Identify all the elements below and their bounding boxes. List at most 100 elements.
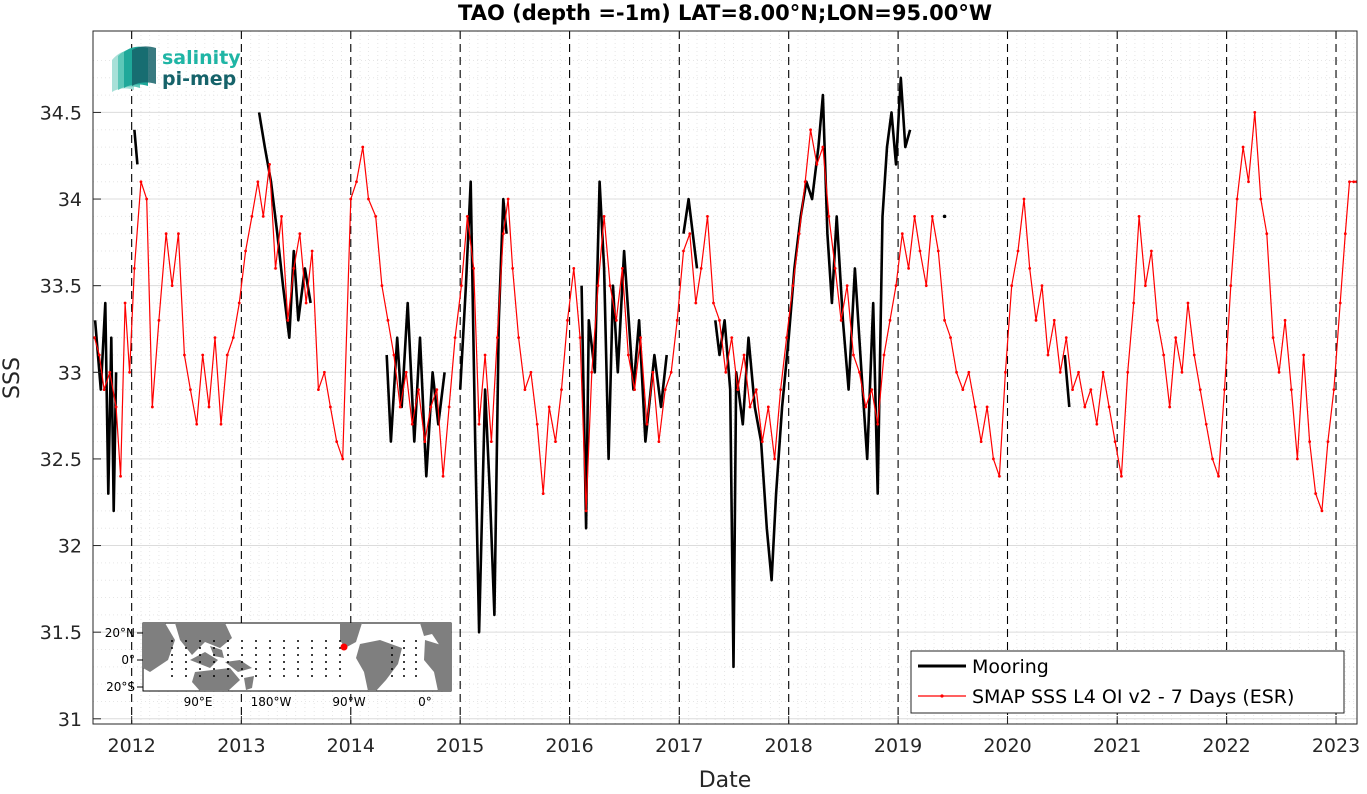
inset-map-buoy: [199, 640, 201, 642]
smap-point: [274, 266, 277, 270]
smap-point: [465, 214, 469, 218]
inset-map-buoy: [227, 675, 229, 677]
smap-point: [150, 405, 154, 409]
smap-point: [145, 197, 149, 201]
smap-point: [108, 370, 112, 374]
smap-point: [231, 336, 235, 340]
x-tick-label: 2022: [1202, 735, 1250, 757]
smap-point: [1077, 370, 1080, 374]
smap-point: [123, 301, 127, 305]
smap-point: [815, 163, 819, 166]
inset-lon-label-0: 0°: [418, 695, 432, 709]
smap-point: [626, 353, 630, 357]
smap-point: [845, 284, 849, 288]
inset-map-buoy: [311, 675, 313, 677]
x-tick-label: 2014: [327, 735, 375, 757]
inset-map-buoy: [255, 640, 257, 642]
smap-point: [423, 440, 427, 444]
y-axis-label: SSS: [0, 357, 25, 399]
smap-point: [1113, 440, 1117, 444]
inset-map-buoy: [213, 675, 215, 677]
inset-map-buoy: [415, 654, 417, 656]
inset-map-buoy: [283, 668, 285, 670]
smap-point: [852, 353, 855, 357]
smap-point: [367, 197, 370, 201]
x-tick-labels: 2012 2013 2014 2015 2016 2017 2018 2019 2020 2021…: [107, 716, 1360, 757]
smap-point: [310, 249, 314, 253]
smap-point: [1120, 474, 1123, 478]
smap-point: [748, 405, 752, 409]
smap-point: [1186, 301, 1190, 305]
smap-point: [797, 232, 801, 236]
inset-map-buoy: [241, 675, 243, 677]
smap-point: [1071, 388, 1074, 392]
smap-point: [374, 214, 378, 218]
smap-point: [1211, 457, 1214, 461]
smap-point: [578, 336, 582, 340]
inset-map-buoy: [283, 640, 285, 642]
smap-point: [1326, 440, 1330, 444]
smap-point: [614, 318, 618, 322]
smap-point: [1314, 492, 1318, 495]
smap-point: [998, 474, 1001, 478]
inset-map-buoy: [391, 647, 393, 649]
smap-point: [177, 232, 180, 236]
smap-point: [809, 128, 812, 132]
smap-point: [961, 388, 965, 392]
inset-lat-label-20s: 20°S: [106, 680, 135, 694]
smap-point: [1004, 370, 1007, 374]
inset-map-buoy: [241, 647, 243, 649]
inset-map-buoy: [199, 661, 201, 663]
smap-point: [1343, 232, 1347, 236]
inset-map-buoy: [199, 647, 201, 649]
smap-point: [682, 249, 685, 253]
inset-map-buoy: [241, 640, 243, 642]
logo-text-pimep: pi-mep: [162, 68, 236, 90]
smap-point: [1149, 249, 1153, 253]
smap-point: [410, 422, 414, 426]
smap-point: [1132, 301, 1136, 305]
smap-point: [724, 370, 728, 374]
inset-map-buoy: [185, 675, 187, 677]
inset-map-buoy: [325, 654, 327, 656]
smap-point: [1192, 353, 1196, 357]
mooring-point: [942, 214, 947, 219]
smap-point: [529, 370, 533, 374]
smap-point: [1022, 197, 1026, 201]
smap-point: [114, 405, 118, 409]
smap-point: [261, 214, 265, 218]
smap-point: [1348, 180, 1351, 184]
smap-point: [913, 214, 916, 218]
smap-point: [170, 284, 174, 288]
x-tick-label: 2015: [436, 735, 484, 757]
smap-point: [1204, 422, 1208, 426]
inset-map-buoy: [171, 647, 173, 649]
smap-point: [328, 405, 332, 409]
smap-point: [608, 284, 612, 288]
x-tick-label: 2016: [545, 735, 593, 757]
inset-map-buoy: [241, 654, 243, 656]
smap-point: [1338, 301, 1342, 305]
smap-point: [119, 474, 122, 478]
smap-point: [1034, 318, 1038, 322]
smap-point: [554, 440, 557, 444]
inset-map-buoy: [171, 675, 173, 677]
smap-point: [417, 388, 420, 392]
smap-point: [985, 405, 989, 409]
smap-point: [1295, 457, 1299, 461]
smap-point: [590, 370, 594, 374]
smap-point: [1174, 336, 1178, 340]
inset-map-buoy: [213, 668, 215, 670]
smap-point: [250, 214, 254, 218]
mooring-line-segment: [133, 129, 139, 165]
x-tick-label: 2012: [107, 735, 155, 757]
x-tick-label: 2018: [765, 735, 813, 757]
inset-map-buoy: [185, 654, 187, 656]
smap-point: [955, 370, 958, 374]
inset-map-buoy: [311, 668, 313, 670]
inset-map-buoy: [339, 640, 341, 642]
inset-map-buoy: [311, 640, 313, 642]
inset-map-buoy: [185, 661, 187, 663]
smap-point: [1168, 405, 1172, 409]
smap-point: [754, 388, 758, 392]
